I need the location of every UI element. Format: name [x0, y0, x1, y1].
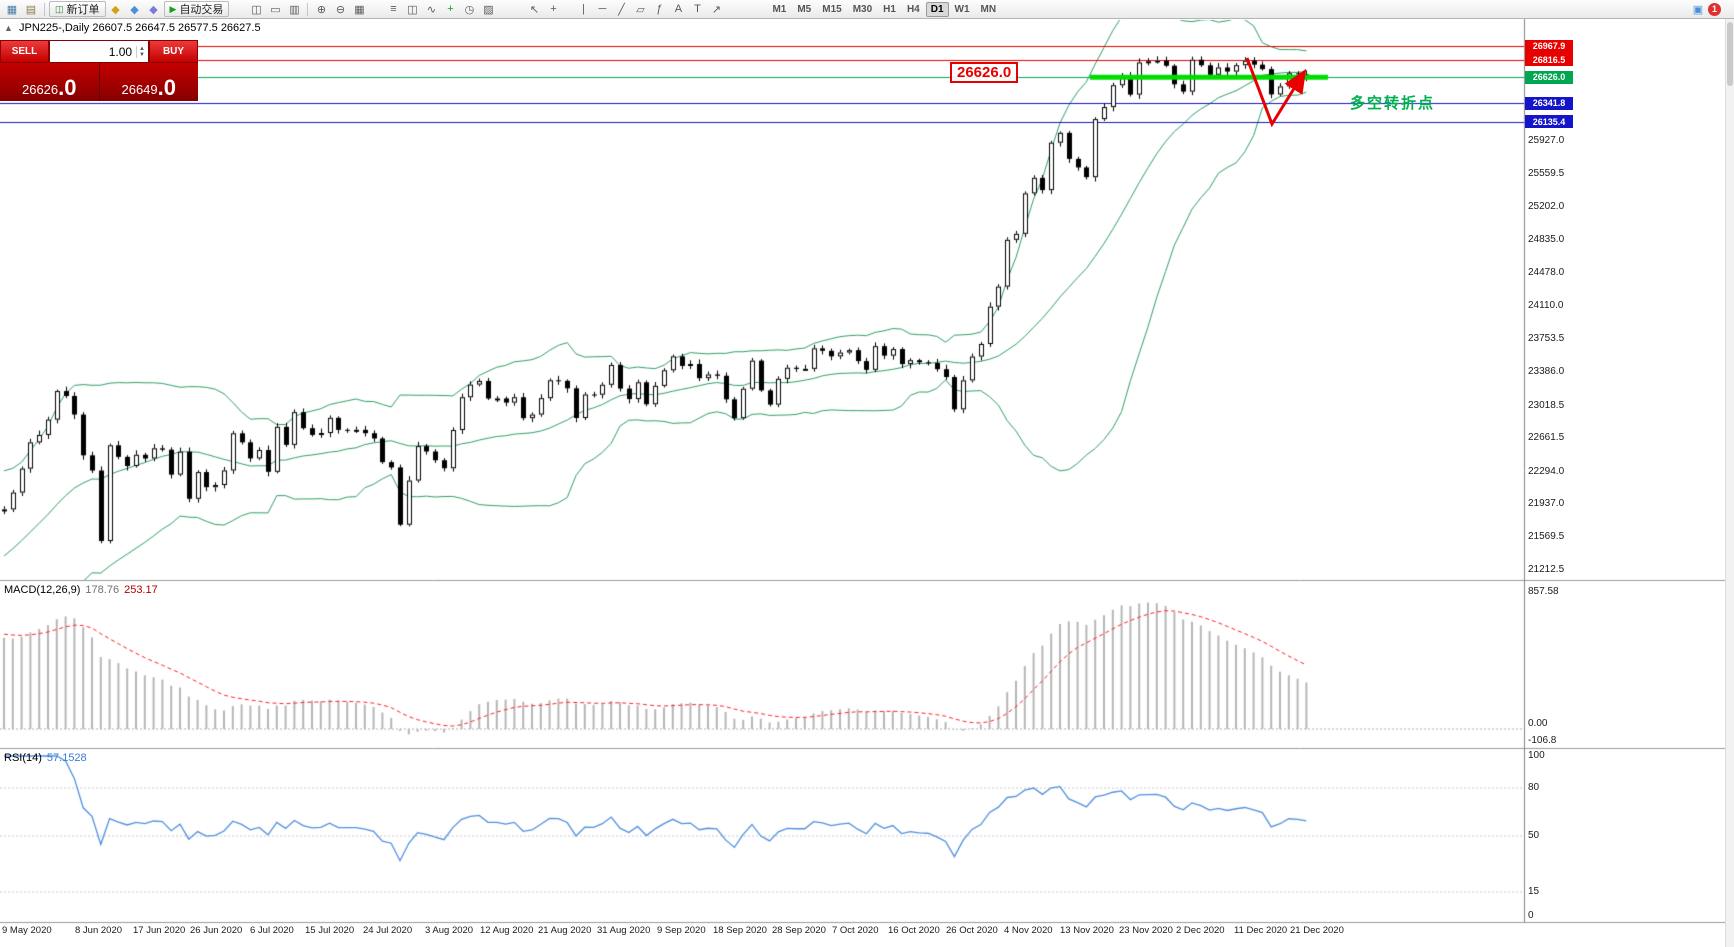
- volume-stepper[interactable]: ▲ ▼: [136, 45, 147, 58]
- panel-divider: [98, 63, 100, 101]
- text-icon[interactable]: A: [674, 3, 683, 15]
- volume-value: 1.00: [108, 44, 133, 59]
- chart-list-icon[interactable]: ▭: [270, 3, 281, 16]
- timeframe-w1[interactable]: W1: [954, 3, 970, 15]
- navigator-icon[interactable]: ◆: [149, 3, 158, 16]
- toolbar-sep: [44, 2, 45, 16]
- turning-point-label[interactable]: 多空转折点: [1350, 95, 1436, 112]
- bar-chart-icon[interactable]: ≡: [390, 3, 397, 15]
- stepper-up-icon[interactable]: ▲: [139, 45, 145, 52]
- trendline-icon[interactable]: ╱: [618, 3, 625, 16]
- chart-title: ▲ JPN225-,Daily 26607.5 26647.5 26577.5 …: [4, 22, 261, 34]
- zoom-out-icon[interactable]: ⊖: [335, 3, 346, 16]
- one-click-trading-panel: SELL 1.00 ▲ ▼ BUY 26626 .0 26649 .0: [0, 40, 198, 101]
- timeframe-d1[interactable]: D1: [925, 1, 949, 17]
- auto-trading-button-icon: ▶: [169, 3, 177, 14]
- timeframe-m5[interactable]: M5: [797, 3, 812, 15]
- cursor-icon[interactable]: ↖: [529, 3, 540, 16]
- volume-field[interactable]: 1.00 ▲ ▼: [49, 40, 149, 63]
- timeframe-m30[interactable]: M30: [852, 3, 873, 15]
- profiles-icon[interactable]: ▤: [25, 3, 37, 16]
- new-order-button-icon: ◫: [55, 3, 64, 14]
- timeframe-m1[interactable]: M1: [772, 3, 787, 15]
- macd-label: MACD(12,26,9) 178.76 253.17: [4, 584, 158, 596]
- new-order-button[interactable]: ◫ 新订单: [49, 1, 106, 17]
- main-toolbar: ▦ ▤ ◫ 新订单 ◆ ◆ ◆ ▶ 自动交易 ◫ ▭ ▥ ⊕ ⊖ ▦ ≡ ◫ ∿ + ◷ ▨ ↖ + | ─ ╱ ▱ ƒ A T ↗ M1 M5…: [0, 0, 1734, 19]
- buy-button[interactable]: BUY: [149, 40, 198, 63]
- candlestick-chart-icon[interactable]: ◫: [407, 3, 418, 16]
- rsi-label: RSI(14) 57.1528: [4, 752, 87, 764]
- new-chart-icon[interactable]: ▦: [6, 3, 18, 16]
- window-icon[interactable]: ▣: [1692, 3, 1704, 16]
- sell-price[interactable]: 26626 .0: [21, 75, 77, 100]
- templates-icon[interactable]: ▨: [483, 3, 494, 16]
- timeframe-h4[interactable]: H4: [906, 3, 920, 15]
- arrows-icon[interactable]: ↗: [711, 3, 722, 16]
- sell-button[interactable]: SELL: [0, 40, 49, 63]
- vertical-line-icon[interactable]: |: [582, 3, 585, 15]
- data-window-icon[interactable]: ◆: [130, 3, 139, 16]
- zoom-in-icon[interactable]: ⊕: [316, 3, 327, 16]
- chart-ohlc-values: 26607.5 26647.5 26577.5 26627.5: [92, 22, 261, 34]
- horizontal-line-icon[interactable]: ─: [598, 3, 607, 15]
- tile-windows-icon[interactable]: ▦: [354, 3, 365, 16]
- buy-price[interactable]: 26649 .0: [121, 75, 176, 100]
- auto-trading-button[interactable]: ▶ 自动交易: [163, 1, 230, 17]
- price-level-annotation[interactable]: 26626.0: [950, 62, 1019, 83]
- channel-icon[interactable]: ▱: [636, 3, 645, 16]
- crosshair-icon[interactable]: +: [550, 3, 557, 15]
- chart-symbol-period: JPN225-,Daily: [18, 22, 90, 34]
- market-watch-icon[interactable]: ◆: [111, 3, 120, 16]
- auto-trading-button-label: 自动交易: [179, 4, 224, 16]
- toolbar-sep: [307, 2, 309, 16]
- indicators-add-icon[interactable]: +: [447, 3, 454, 15]
- new-order-button-label: 新订单: [66, 4, 100, 16]
- chart-shift-icon[interactable]: ▥: [289, 3, 300, 16]
- line-chart-icon[interactable]: ∿: [426, 3, 437, 16]
- timeframe-mn[interactable]: MN: [980, 3, 997, 15]
- stepper-down-icon[interactable]: ▼: [139, 51, 145, 58]
- timeframe-m15[interactable]: M15: [822, 3, 842, 15]
- fibonacci-icon[interactable]: ƒ: [656, 3, 663, 15]
- scrollbar-thumb[interactable]: [1727, 22, 1733, 86]
- timeframe-h1[interactable]: H1: [883, 3, 896, 15]
- periods-icon[interactable]: ◷: [464, 3, 475, 16]
- vertical-scrollbar[interactable]: [1725, 19, 1734, 947]
- symbol-icon: ▲: [4, 23, 13, 33]
- text-label-icon[interactable]: T: [694, 3, 701, 15]
- notification-badge[interactable]: 1: [1708, 2, 1721, 16]
- charts-cascade-icon[interactable]: ◫: [251, 3, 262, 16]
